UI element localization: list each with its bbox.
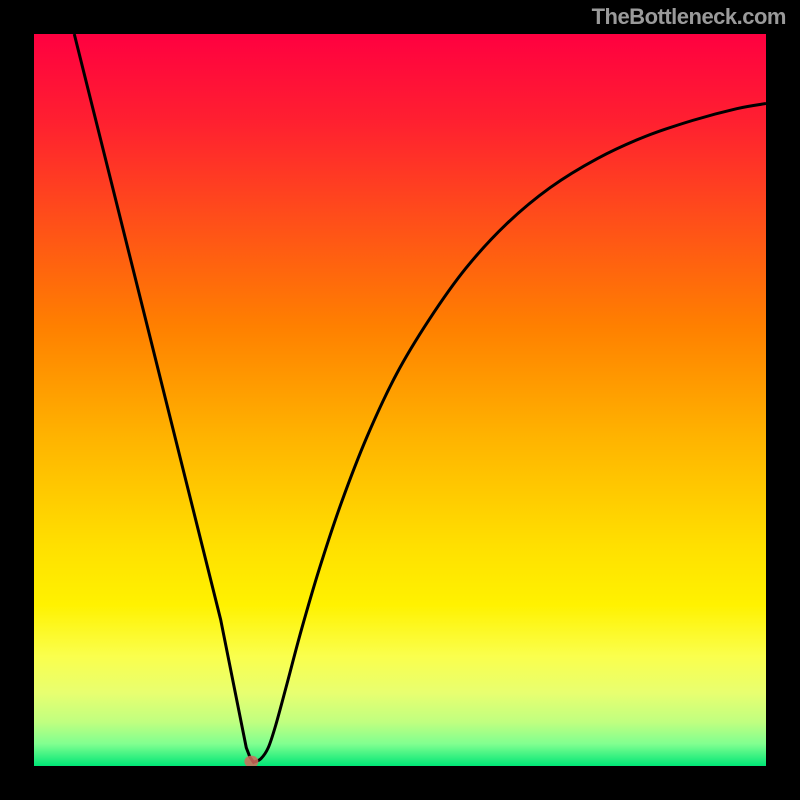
chart-background — [34, 34, 766, 766]
chart-area — [34, 34, 766, 766]
chart-svg — [34, 34, 766, 766]
watermark-text: TheBottleneck.com — [592, 4, 786, 30]
